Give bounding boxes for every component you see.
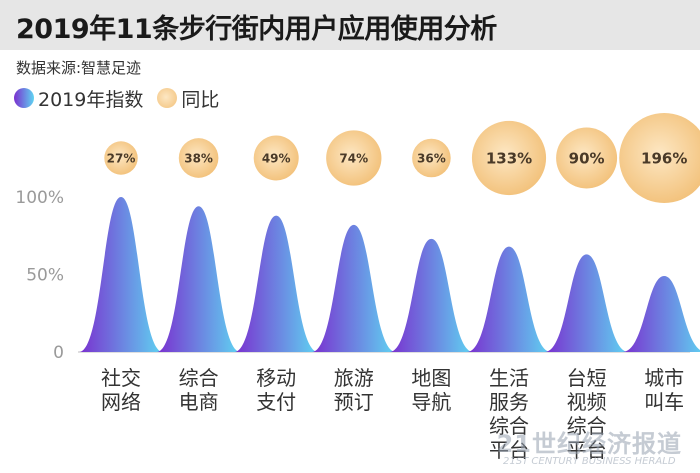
yoy-bubble (556, 127, 618, 189)
category-label: 综合 (567, 414, 607, 438)
index-peak (156, 206, 241, 352)
title-bar: 2019年11条步行街内用户应用使用分析 (0, 0, 700, 50)
category-label: 支付 (256, 390, 296, 414)
category-label: 平台 (567, 438, 607, 462)
yoy-label: 38% (184, 151, 213, 165)
index-peak (79, 197, 163, 352)
category-label: 服务 (489, 390, 529, 414)
category-label: 平台 (489, 438, 529, 462)
y-tick-label: 100% (15, 188, 64, 208)
category-label: 综合 (489, 414, 529, 438)
yoy-bubble (471, 120, 547, 196)
category-label: 预订 (334, 390, 374, 414)
category-label: 叫车 (644, 390, 684, 414)
category-label: 综合 (179, 366, 219, 390)
legend-label-yoy: 同比 (181, 88, 220, 111)
category-label: 视频 (567, 390, 607, 414)
legend-swatch-yoy (157, 88, 178, 108)
y-tick-label: 50% (26, 266, 64, 286)
index-peak (311, 224, 396, 352)
index-peak (234, 215, 319, 352)
y-tick-label: 0 (53, 343, 64, 363)
category-label: 导航 (411, 390, 451, 414)
page-title: 2019年11条步行街内用户应用使用分析 (16, 14, 497, 45)
yoy-label: 196% (641, 149, 687, 167)
category-label: 网络 (101, 390, 141, 414)
yoy-bubble (253, 135, 299, 181)
category-label: 城市 (644, 366, 684, 390)
index-peak (544, 254, 629, 352)
data-source: 数据来源:智慧足迹 (16, 59, 142, 77)
yoy-bubble (412, 138, 451, 178)
index-peak (389, 238, 474, 352)
yoy-label: 133% (486, 149, 532, 167)
yoy-bubble (178, 138, 219, 178)
category-label: 电商 (179, 390, 219, 414)
category-label: 旅游 (334, 366, 374, 390)
category-label: 社交 (101, 366, 141, 390)
yoy-bubble (326, 130, 382, 186)
yoy-label: 36% (417, 151, 446, 165)
yoy-label: 90% (569, 149, 605, 167)
legend-label-index: 2019年指数 (38, 88, 144, 111)
category-label: 移动 (256, 366, 296, 390)
yoy-label: 74% (339, 151, 368, 165)
legend: 2019年指数 同比 (14, 84, 219, 112)
index-peak (467, 246, 551, 352)
category-label: 台短 (567, 366, 607, 390)
yoy-label: 27% (107, 151, 136, 165)
category-label: 生活 (489, 366, 529, 390)
yoy-bubble (104, 141, 138, 175)
index-peak (622, 276, 700, 352)
yoy-bubble (619, 113, 700, 203)
yoy-label: 49% (262, 151, 291, 165)
category-label: 地图 (411, 366, 451, 390)
legend-swatch-index (14, 88, 34, 108)
